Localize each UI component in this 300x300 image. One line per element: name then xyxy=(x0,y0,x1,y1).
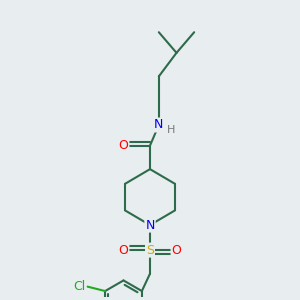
Text: Cl: Cl xyxy=(73,280,86,293)
Text: H: H xyxy=(167,125,176,135)
Text: N: N xyxy=(145,219,155,232)
Text: O: O xyxy=(118,244,128,256)
Text: N: N xyxy=(154,118,164,131)
Text: S: S xyxy=(146,244,154,256)
Text: O: O xyxy=(172,244,182,256)
Text: O: O xyxy=(118,139,128,152)
